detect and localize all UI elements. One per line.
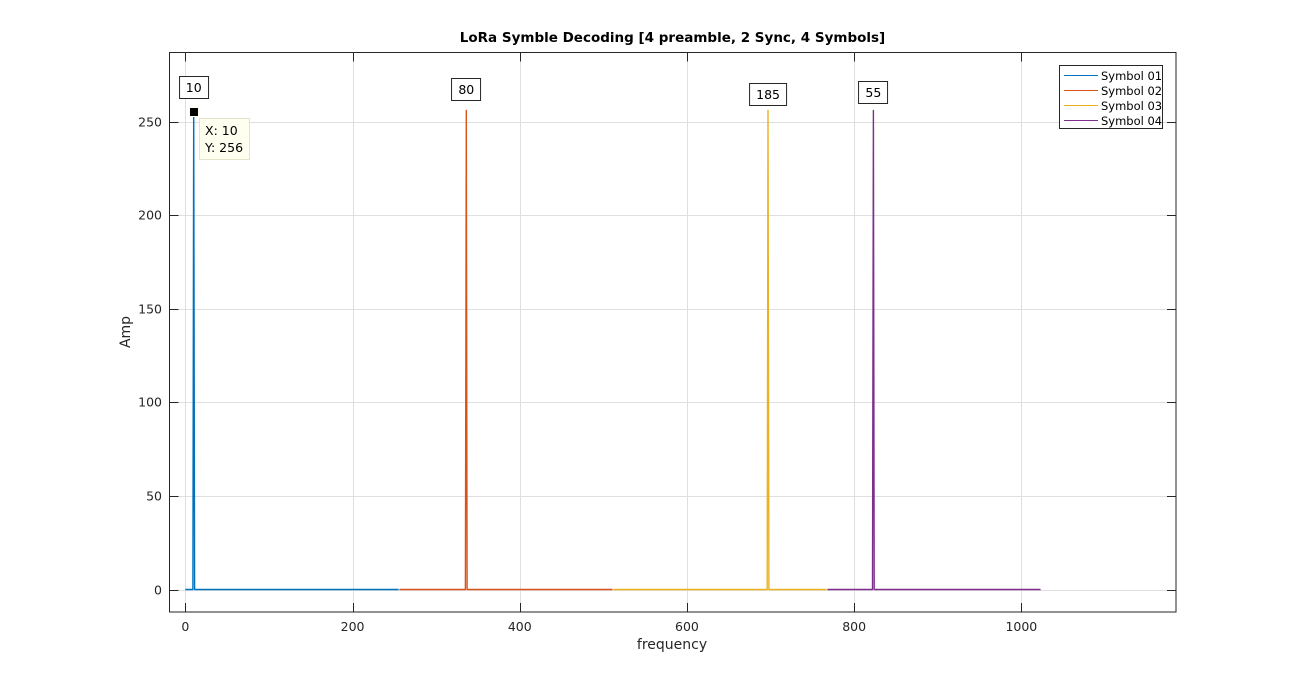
legend-label: Symbol 03 xyxy=(1101,98,1163,113)
peak-label-symbol-04: 55 xyxy=(858,81,889,104)
x-tick-label: 0 xyxy=(181,619,190,634)
datatip[interactable]: X: 10 Y: 256 xyxy=(199,118,250,160)
legend-line-icon xyxy=(1064,120,1098,121)
legend[interactable]: Symbol 01 Symbol 02 Symbol 03 Symbol 04 xyxy=(1059,65,1163,129)
legend-item-symbol-01[interactable]: Symbol 01 xyxy=(1064,68,1162,83)
legend-label: Symbol 01 xyxy=(1101,68,1163,83)
peak-label-symbol-02: 80 xyxy=(451,78,482,101)
peak-label-symbol-01: 10 xyxy=(178,76,209,99)
x-axis-label: frequency xyxy=(636,637,708,653)
plot-lines xyxy=(185,109,1041,591)
y-tick-label: 100 xyxy=(138,394,162,410)
legend-line-icon xyxy=(1064,90,1098,91)
y-tick-label: 0 xyxy=(154,582,162,598)
y-tick-label: 200 xyxy=(138,207,162,223)
y-tick-label: 50 xyxy=(146,488,162,504)
x-tick-label: 400 xyxy=(507,619,532,634)
datatip-marker[interactable] xyxy=(189,107,199,117)
x-tick-label: 800 xyxy=(842,619,867,634)
series-line-4[interactable] xyxy=(827,109,1041,591)
legend-label: Symbol 02 xyxy=(1101,83,1163,98)
legend-item-symbol-04[interactable]: Symbol 04 xyxy=(1064,113,1162,128)
datatip-y: Y: 256 xyxy=(205,140,244,155)
legend-line-icon xyxy=(1064,75,1098,76)
x-tick-label: 200 xyxy=(340,619,365,634)
legend-label: Symbol 04 xyxy=(1101,113,1163,128)
y-axis-label: Amp xyxy=(118,315,134,349)
plot-area-border xyxy=(169,52,1177,613)
y-tick-label: 150 xyxy=(138,301,162,317)
y-tick-label: 250 xyxy=(138,114,162,130)
grid-lines xyxy=(169,52,1176,612)
series-line-2[interactable] xyxy=(399,109,613,591)
legend-line-icon xyxy=(1064,105,1098,106)
axis-ticks xyxy=(169,52,1176,612)
legend-item-symbol-02[interactable]: Symbol 02 xyxy=(1064,83,1162,98)
series-line-3[interactable] xyxy=(613,109,827,591)
x-tick-label: 600 xyxy=(675,619,699,634)
peak-label-symbol-03: 185 xyxy=(749,83,787,106)
legend-item-symbol-03[interactable]: Symbol 03 xyxy=(1064,98,1162,113)
series-line-1[interactable] xyxy=(185,109,399,591)
x-tick-label: 1000 xyxy=(1005,619,1038,634)
chart-title: LoRa Symble Decoding [4 preamble, 2 Sync… xyxy=(459,30,886,46)
datatip-x: X: 10 xyxy=(205,123,238,138)
